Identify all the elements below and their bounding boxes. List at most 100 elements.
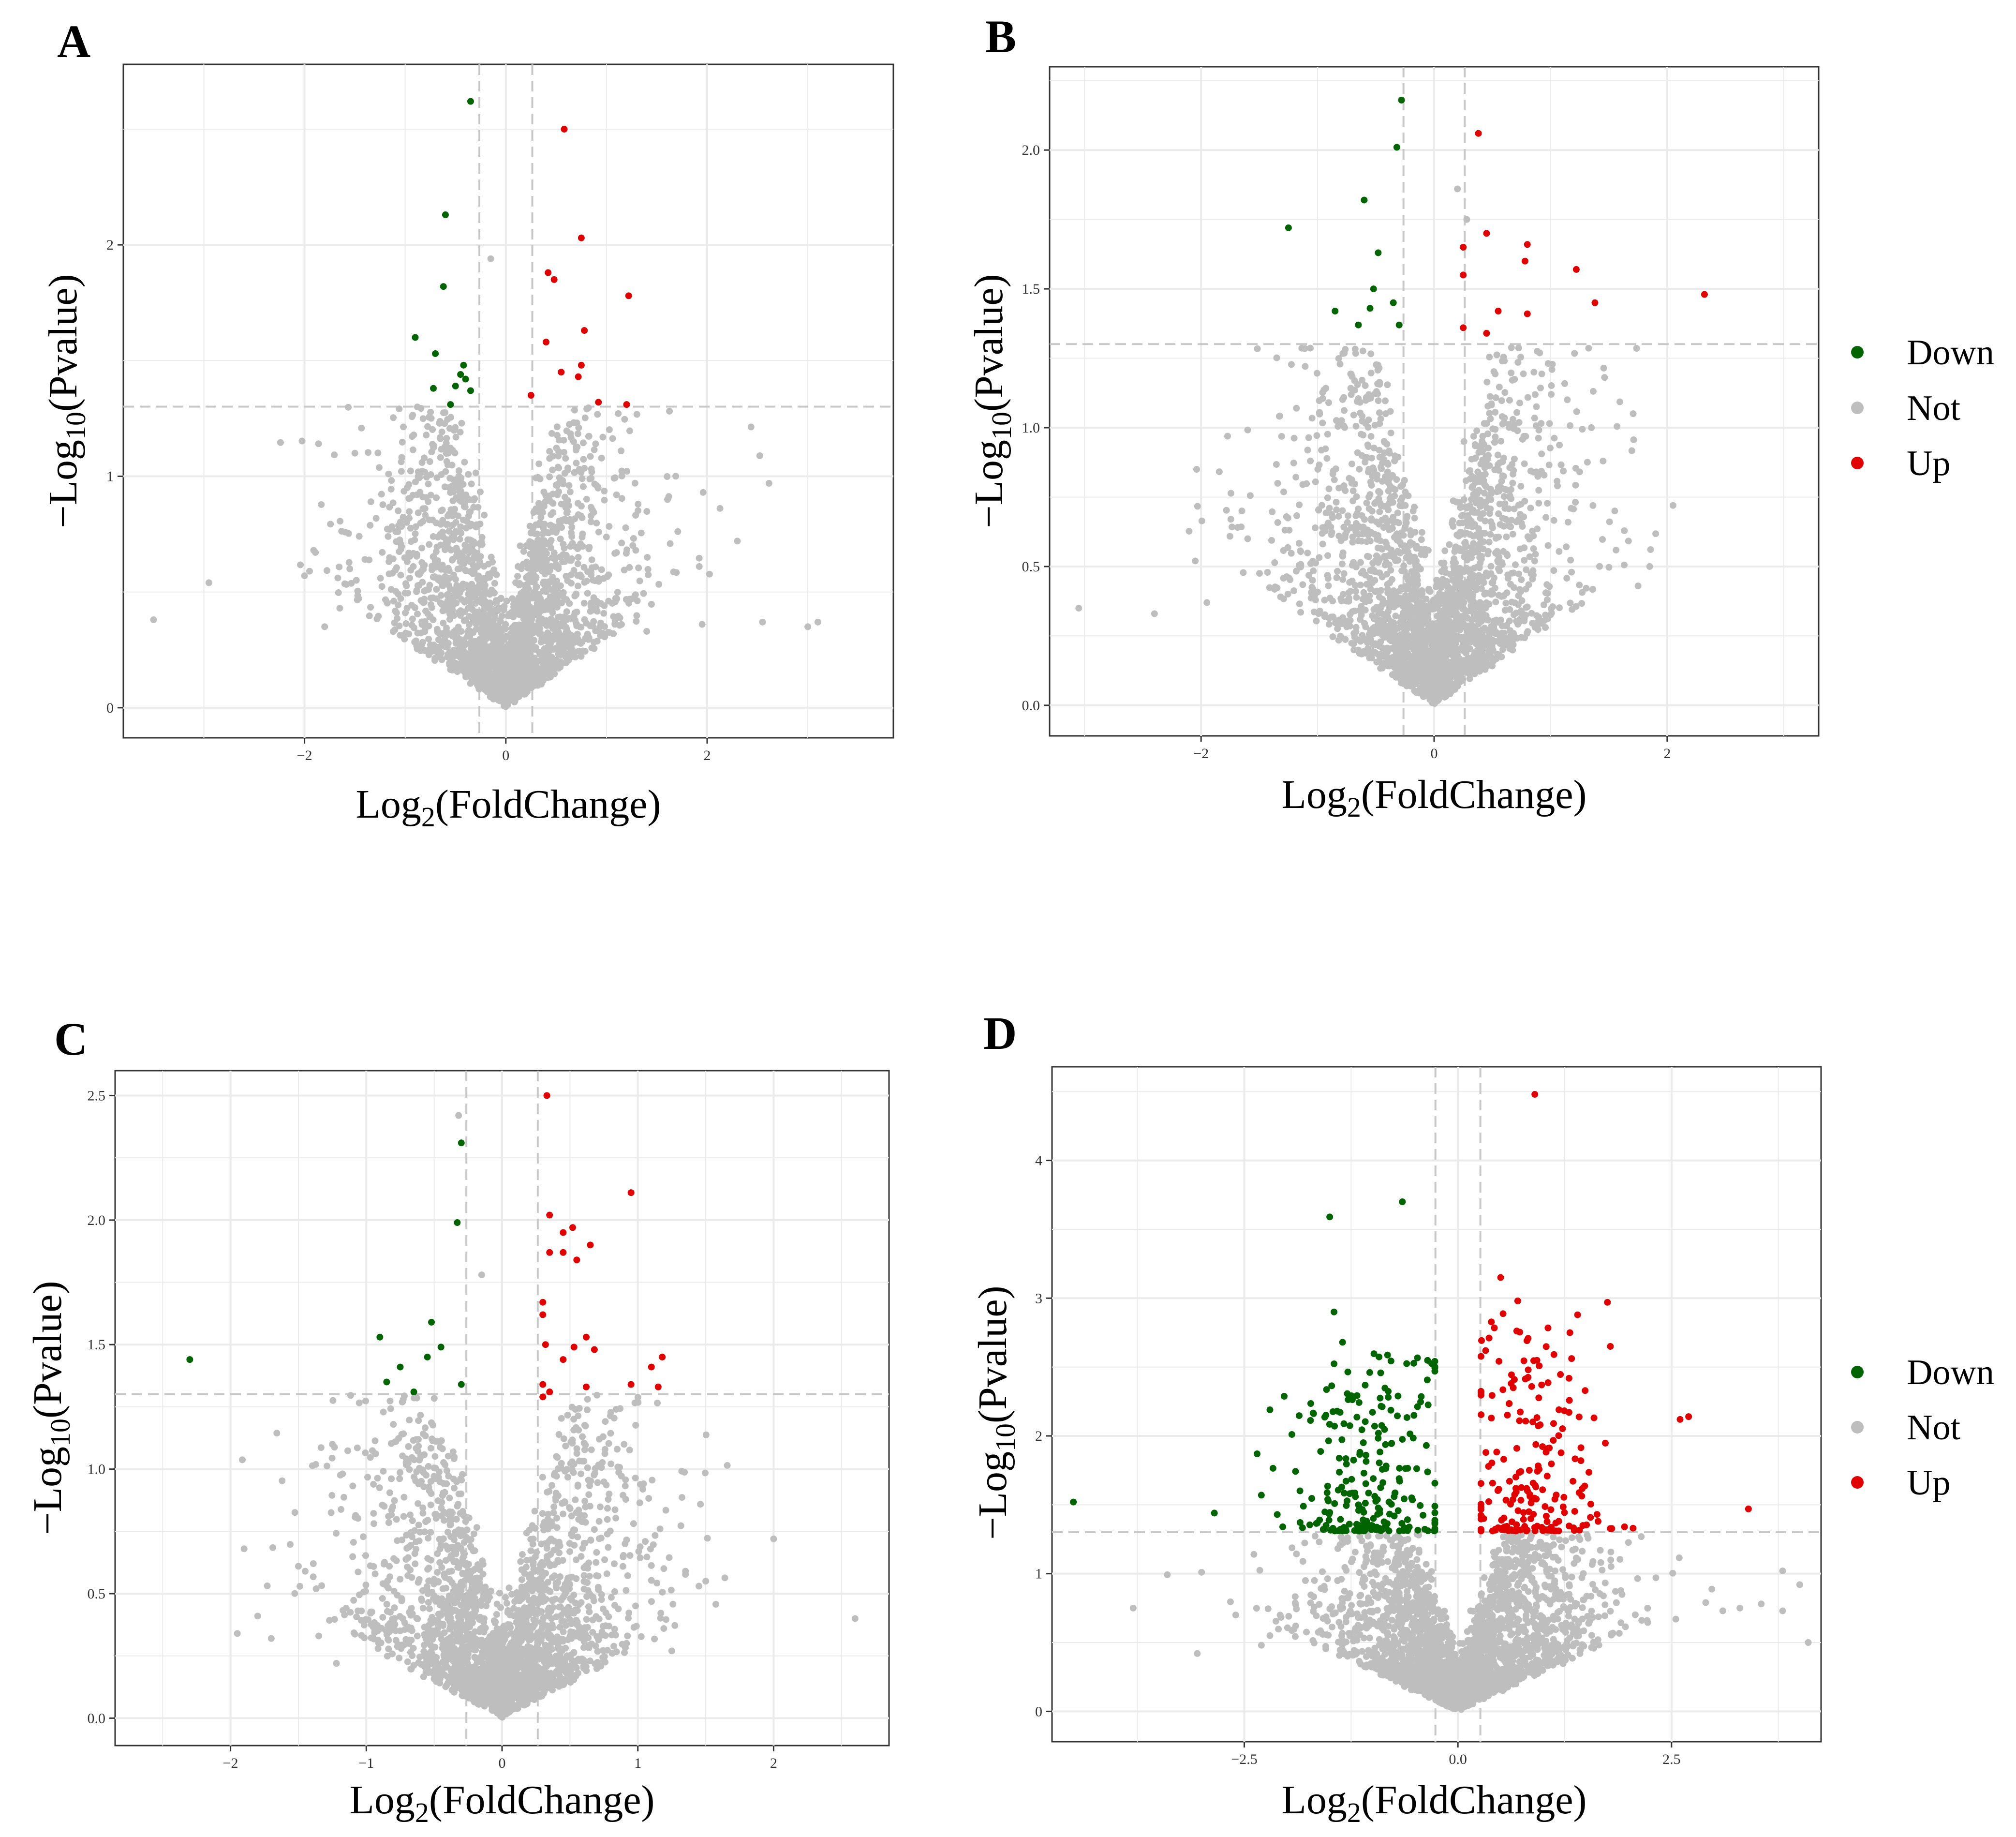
point-not bbox=[1427, 630, 1434, 638]
point-not bbox=[563, 427, 570, 434]
point-not bbox=[547, 522, 554, 529]
point-not bbox=[1500, 523, 1507, 530]
point-not bbox=[1460, 496, 1468, 503]
point-not bbox=[585, 433, 593, 440]
point-not bbox=[401, 635, 408, 642]
point-not bbox=[1531, 391, 1539, 398]
point-not bbox=[1614, 423, 1621, 430]
point-not bbox=[461, 459, 468, 466]
point-not bbox=[1516, 511, 1524, 518]
point-not bbox=[1391, 534, 1398, 541]
point-not bbox=[1496, 383, 1503, 390]
point-not bbox=[402, 629, 409, 637]
point-not bbox=[1548, 382, 1555, 389]
point-not bbox=[1509, 531, 1516, 538]
point-not bbox=[1346, 623, 1353, 630]
point-not bbox=[1578, 600, 1586, 607]
point-not bbox=[531, 579, 538, 586]
point-not bbox=[345, 559, 353, 566]
point-not bbox=[635, 500, 642, 508]
point-not bbox=[395, 601, 402, 609]
point-not bbox=[1369, 566, 1376, 573]
point-not bbox=[1351, 345, 1359, 353]
point-not bbox=[1510, 569, 1517, 577]
point-not bbox=[414, 611, 421, 618]
point-not bbox=[623, 596, 630, 603]
point-not bbox=[1453, 623, 1460, 630]
point-not bbox=[462, 524, 470, 532]
point-not bbox=[1411, 514, 1418, 522]
point-not bbox=[481, 511, 488, 519]
point-not bbox=[556, 613, 563, 621]
point-not bbox=[1368, 454, 1375, 462]
point-not bbox=[1550, 517, 1557, 524]
point-not bbox=[1527, 467, 1534, 475]
panel-label-b: B bbox=[985, 11, 1016, 62]
point-not bbox=[494, 665, 502, 672]
point-not bbox=[1349, 487, 1357, 494]
point-not bbox=[540, 566, 548, 573]
point-not bbox=[1514, 427, 1521, 434]
point-down bbox=[1398, 96, 1405, 104]
point-not bbox=[1403, 554, 1410, 561]
point-not bbox=[503, 597, 510, 605]
point-down bbox=[1395, 321, 1403, 329]
point-not bbox=[1350, 640, 1357, 647]
point-not bbox=[1194, 503, 1201, 510]
point-not bbox=[593, 520, 600, 527]
point-not bbox=[599, 433, 607, 441]
point-not bbox=[389, 628, 397, 635]
point-not bbox=[1506, 492, 1513, 499]
point-not bbox=[515, 669, 522, 676]
point-not bbox=[1273, 354, 1280, 361]
point-not bbox=[1412, 627, 1420, 634]
point-not bbox=[1151, 610, 1158, 617]
point-not bbox=[514, 573, 521, 580]
point-not bbox=[1532, 551, 1539, 558]
point-not bbox=[427, 471, 434, 478]
point-down bbox=[442, 211, 449, 218]
point-not bbox=[1411, 652, 1418, 659]
point-not bbox=[765, 479, 772, 487]
point-not bbox=[353, 577, 360, 584]
point-not bbox=[1324, 572, 1331, 579]
point-not bbox=[438, 649, 445, 657]
point-not bbox=[1444, 602, 1452, 610]
point-not bbox=[476, 488, 484, 495]
point-not bbox=[1290, 460, 1297, 467]
point-not bbox=[1483, 378, 1491, 386]
point-not bbox=[1605, 564, 1613, 571]
point-not bbox=[385, 470, 392, 478]
point-up bbox=[1483, 230, 1490, 237]
point-not bbox=[1432, 657, 1439, 664]
point-not bbox=[425, 480, 432, 488]
point-not bbox=[1273, 461, 1280, 468]
point-not bbox=[1589, 388, 1597, 395]
point-not bbox=[1384, 648, 1391, 655]
point-not bbox=[1325, 399, 1332, 406]
point-not bbox=[696, 563, 703, 570]
point-not bbox=[476, 643, 483, 651]
point-not bbox=[1425, 587, 1432, 594]
point-not bbox=[1535, 500, 1542, 507]
point-not bbox=[1378, 465, 1385, 472]
point-not bbox=[1500, 493, 1508, 500]
point-not bbox=[1554, 478, 1561, 485]
point-not bbox=[1468, 554, 1475, 561]
point-not bbox=[1332, 619, 1339, 627]
point-not bbox=[449, 497, 457, 505]
point-not bbox=[1436, 590, 1443, 597]
point-not bbox=[1517, 483, 1525, 490]
point-not bbox=[1544, 500, 1551, 507]
point-not bbox=[1365, 416, 1372, 423]
point-not bbox=[561, 448, 568, 456]
y-tick-label: 1.5 bbox=[1022, 281, 1040, 297]
point-not bbox=[1475, 530, 1482, 538]
point-not bbox=[397, 631, 404, 639]
point-not bbox=[1486, 495, 1493, 502]
point-not bbox=[351, 449, 358, 457]
point-down bbox=[432, 350, 439, 357]
point-not bbox=[1487, 486, 1494, 493]
point-not bbox=[1386, 579, 1393, 586]
point-not bbox=[405, 514, 413, 522]
